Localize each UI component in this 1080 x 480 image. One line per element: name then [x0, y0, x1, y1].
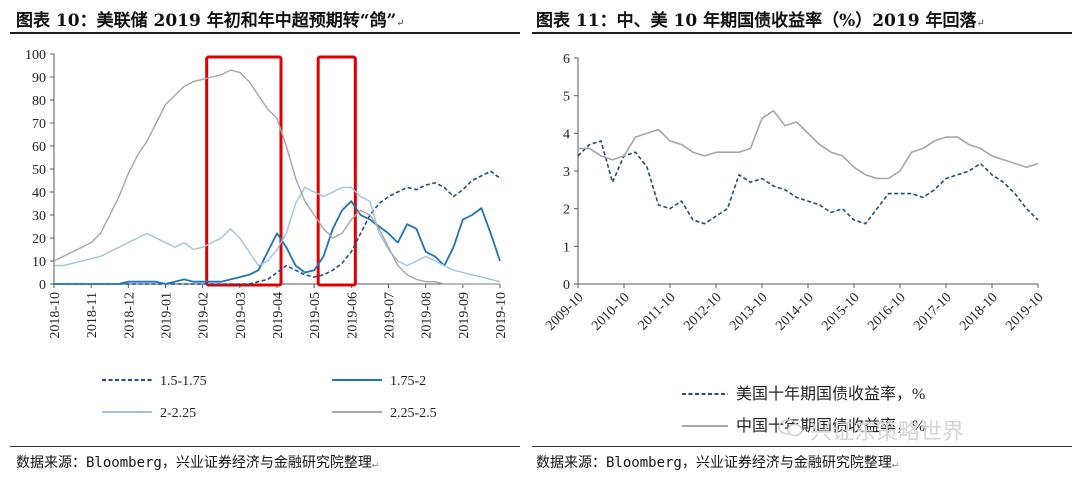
wechat-bubble-icon	[778, 419, 803, 437]
y-tick-label: 0	[39, 278, 46, 293]
series-line-1	[577, 140, 1039, 225]
x-tick-label: 2019-10	[1003, 290, 1047, 334]
y-tick-label: 6	[563, 52, 570, 67]
legend-label-3: 2-2.25	[160, 406, 196, 421]
x-tick-label: 2018-10	[48, 292, 63, 339]
x-tick-label: 2015-10	[819, 290, 863, 334]
y-tick-label: 90	[32, 71, 46, 86]
y-tick-label: 30	[32, 209, 46, 224]
x-tick-label: 2018-11	[85, 292, 100, 338]
x-tick-label: 2019-07	[383, 292, 398, 339]
x-tick-label: 2018-12	[122, 292, 137, 339]
y-tick-label: 40	[32, 186, 46, 201]
y-tick-label: 60	[32, 140, 46, 155]
legend-label-4: 2.25-2.5	[390, 406, 437, 421]
x-tick-label: 2013-10	[727, 290, 771, 334]
y-tick-label: 50	[32, 163, 46, 178]
x-tick-label: 2019-04	[271, 292, 286, 339]
legend-label-2: 1.75-2	[390, 374, 426, 389]
series-line-3	[54, 186, 501, 283]
y-tick-label: 100	[25, 48, 46, 63]
y-tick-label: 1	[563, 240, 570, 255]
x-tick-label: 2018-10	[957, 290, 1001, 334]
x-tick-label: 2019-02	[197, 292, 212, 339]
legend-label-1: 1.5-1.75	[160, 374, 207, 389]
x-tick-label: 2019-10	[494, 292, 509, 339]
x-tick-label: 2019-03	[234, 292, 249, 339]
series-line-4	[53, 69, 500, 285]
x-tick-label: 2019-01	[160, 292, 175, 339]
watermark: 兴证东策略世界	[810, 420, 965, 445]
y-tick-label: 0	[563, 278, 570, 293]
x-tick-label: 2019-08	[420, 292, 435, 339]
right-source-note: 数据来源：Bloomberg，兴业证券经济与金融研究院整理↵	[536, 455, 898, 471]
x-tick-label: 2014-10	[773, 290, 817, 334]
series-line-1	[54, 170, 501, 285]
right-source-rule	[532, 446, 1072, 447]
right-chart-title: 图表 11：中、美 10 年期国债收益率（%）2019 年回落↵	[536, 11, 985, 31]
bond-yield-chart: 0 1 2 3 4 5 6 2009-10 2010-10 2011-10 2012-10 2013-…	[543, 52, 1047, 435]
x-tick-label: 2011-10	[636, 290, 679, 333]
y-tick-label: 20	[32, 232, 46, 247]
y-tick-label: 80	[32, 94, 46, 109]
series-line-2	[578, 109, 1039, 180]
right-title-rule	[532, 32, 1072, 34]
y-tick-label: 3	[563, 165, 570, 180]
x-tick-label: 2019-05	[308, 292, 323, 339]
x-tick-label: 2016-10	[865, 290, 909, 334]
y-tick-label: 70	[32, 117, 46, 132]
left-title-rule	[10, 32, 520, 34]
x-tick-label: 2009-10	[543, 290, 587, 334]
x-tick-label: 2012-10	[681, 290, 725, 334]
left-source-rule	[10, 446, 520, 447]
y-tick-label: 2	[563, 203, 570, 218]
left-source-note: 数据来源：Bloomberg，兴业证券经济与金融研究院整理↵	[16, 455, 378, 471]
y-tick-label: 4	[563, 127, 570, 142]
x-tick-label: 2017-10	[911, 290, 955, 334]
fed-probability-chart: 0 10 20 30 40 50 60 70 80 90 100 2018-10 2018-11 2018…	[25, 48, 509, 421]
legend-label-1: 美国十年期国债收益率，%	[736, 385, 925, 403]
x-tick-label: 2019-06	[345, 292, 360, 339]
left-chart-title: 图表 10：美联储 2019 年初和年中超预期转“鸽”↵	[16, 11, 405, 31]
x-tick-label: 2010-10	[589, 290, 633, 334]
highlight-box-1	[205, 55, 283, 287]
y-tick-label: 5	[563, 90, 570, 105]
y-tick-label: 10	[32, 255, 46, 270]
x-tick-label: 2019-09	[457, 292, 472, 339]
series-line-2	[54, 200, 501, 285]
highlight-box-2	[316, 55, 357, 287]
